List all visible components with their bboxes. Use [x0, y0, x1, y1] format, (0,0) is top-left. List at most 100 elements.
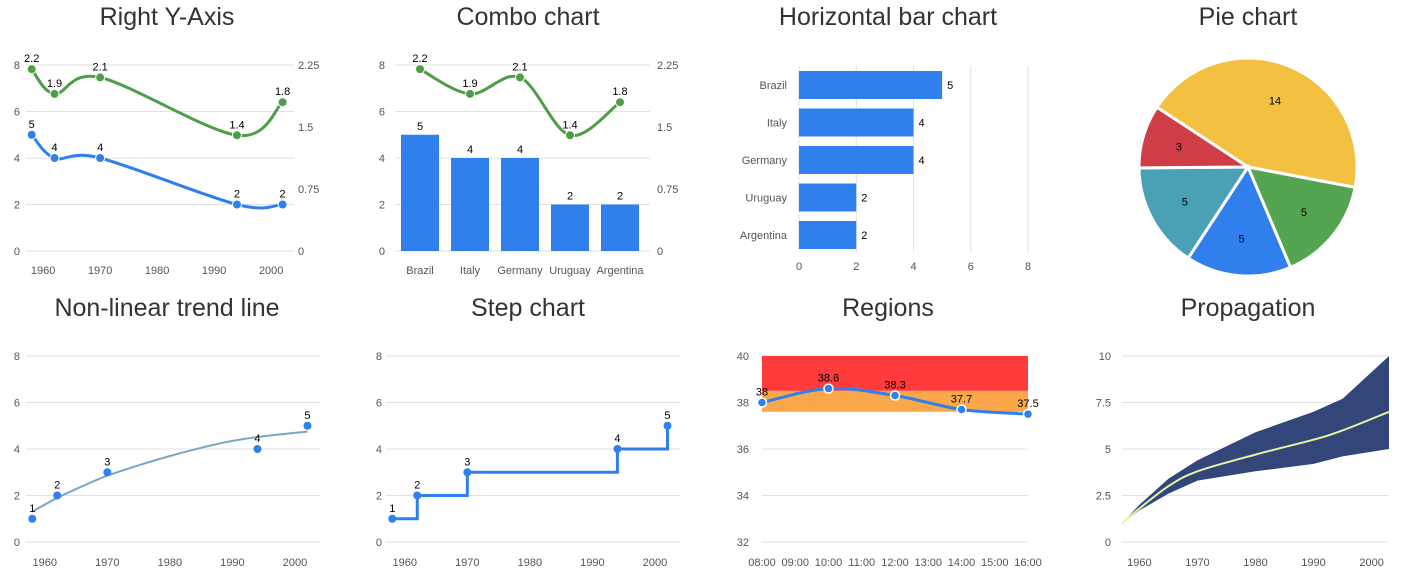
- regions-y-tick-label: 36: [737, 444, 749, 456]
- hbar-bar: [799, 146, 914, 174]
- hbar-bar: [799, 183, 857, 212]
- trend-line: [31, 430, 308, 513]
- hbar-bar: [799, 71, 943, 99]
- title-propagation: Propagation: [1181, 294, 1316, 322]
- regions-y-tick-label: 38: [737, 398, 749, 410]
- pie-slice-label: 3: [1176, 142, 1182, 154]
- propagation-x-tick-label: 2000: [1359, 557, 1383, 569]
- right-axis-data-label: 1.4: [229, 119, 244, 131]
- right-axis-point: [277, 199, 288, 210]
- chart-horizontal-bar: 0 2 4 6 8 5 Brazil 4 Italy 4 Germany 2 Uruguay 2 Argen…: [740, 66, 1031, 273]
- hbar-category-label: Uruguay: [745, 193, 787, 205]
- trend-x-tick-label: 1980: [158, 557, 182, 569]
- trend-x-tick-label: 1960: [33, 557, 57, 569]
- regions-x-tick-label: 10:00: [815, 557, 843, 569]
- combo-bar-label: 4: [467, 144, 473, 156]
- right-axis-data-label: 2: [234, 189, 240, 201]
- hbar-x-tick-label: 8: [1025, 261, 1031, 273]
- hbar-x-tick-label: 2: [853, 261, 859, 273]
- combo-category-label: Germany: [497, 265, 543, 277]
- combo-category-label: Brazil: [406, 265, 434, 277]
- regions-y-tick-label: 32: [737, 537, 749, 549]
- regions-point: [756, 397, 768, 408]
- right-axis-x-tick-label: 1960: [31, 265, 55, 277]
- trend-y-tick-label: 0: [14, 537, 20, 549]
- combo-category-label: Argentina: [596, 265, 644, 277]
- propagation-mean-line: [1121, 410, 1390, 525]
- combo-bar-label: 4: [517, 144, 523, 156]
- chart-right-y-axis: 0 2 4 6 8 0 0.75 1.5 2.25 1960 1970 1980 1990 2000 5 4 4…: [14, 53, 320, 277]
- step-point: [463, 468, 472, 477]
- trend-point: [53, 491, 62, 500]
- pie-slice-label: 5: [1301, 207, 1307, 219]
- propagation-y-tick-label: 7.5: [1096, 398, 1111, 410]
- regions-band: [762, 356, 1028, 391]
- step-y-tick-label: 4: [376, 444, 382, 456]
- propagation-y-tick-label: 10: [1099, 351, 1111, 363]
- step-y-tick-label: 0: [376, 537, 382, 549]
- step-x-tick-label: 2000: [643, 557, 667, 569]
- chart-regions: 32 34 36 38 40 08:00 09:00 10:00 11:00 12:00 13:00…: [737, 351, 1042, 569]
- hbar-bar: [799, 108, 914, 137]
- right-axis-data-label: 5: [29, 119, 35, 131]
- combo-bar: [401, 134, 439, 251]
- chart-propagation: 0 2.5 5 7.5 10 1960 1970 1980 1990 2000: [1096, 351, 1390, 569]
- title-non-linear-trend-line: Non-linear trend line: [54, 294, 279, 322]
- combo-y-tick-label: 2: [379, 200, 385, 212]
- regions-point-label: 38: [756, 387, 768, 399]
- hbar-bar-label: 5: [947, 80, 953, 92]
- right-axis-x-tick-label: 1970: [88, 265, 112, 277]
- trend-y-tick-label: 4: [14, 444, 20, 456]
- combo-y2-tick-label: 0: [657, 246, 663, 258]
- right-axis-data-label: 4: [51, 142, 57, 154]
- combo-bar: [451, 158, 489, 251]
- right-axis-y-tick-label: 4: [14, 153, 20, 165]
- regions-point-label: 38.3: [884, 380, 905, 392]
- regions-point-label: 37.7: [951, 393, 972, 405]
- pie-slice: [1154, 56, 1359, 190]
- step-x-tick-label: 1990: [580, 557, 604, 569]
- right-axis-y2-tick-label: 0.75: [298, 184, 319, 196]
- right-axis-point: [231, 199, 242, 210]
- pie-slice: [1186, 163, 1293, 278]
- right-axis-x-tick-label: 2000: [259, 265, 283, 277]
- combo-line-label: 2.2: [412, 53, 427, 65]
- combo-y2-tick-label: 2.25: [657, 60, 678, 72]
- right-axis-y-tick-label: 6: [14, 107, 20, 119]
- propagation-y-tick-label: 0: [1105, 537, 1111, 549]
- title-horizontal-bar-chart: Horizontal bar chart: [779, 3, 997, 31]
- title-pie-chart: Pie chart: [1199, 3, 1298, 31]
- right-axis-x-tick-label: 1980: [145, 265, 169, 277]
- right-axis-data-label: 4: [97, 142, 103, 154]
- right-axis-series-line: [30, 133, 283, 210]
- pie-slice-label: 14: [1269, 95, 1281, 107]
- combo-y-tick-label: 4: [379, 153, 385, 165]
- hbar-bar-label: 4: [919, 118, 925, 130]
- step-y-tick-label: 6: [376, 398, 382, 410]
- combo-line-label: 1.9: [462, 78, 477, 90]
- hbar-category-label: Brazil: [759, 80, 787, 92]
- combo-line-label: 2.1: [512, 61, 527, 73]
- step-point-label: 5: [664, 410, 670, 422]
- right-axis-data-label: 2.1: [92, 61, 107, 73]
- trend-y-tick-label: 6: [14, 398, 20, 410]
- hbar-x-tick-label: 6: [968, 261, 974, 273]
- propagation-band: [1122, 356, 1389, 524]
- regions-point: [956, 404, 967, 415]
- right-axis-point: [49, 153, 60, 163]
- combo-line-point: [515, 72, 525, 83]
- combo-line-point: [615, 97, 625, 108]
- combo-bar: [501, 158, 539, 251]
- combo-bar: [601, 204, 639, 251]
- regions-point: [1022, 408, 1034, 420]
- step-point-label: 1: [389, 503, 395, 515]
- right-axis-point: [231, 130, 242, 141]
- hbar-bar-label: 2: [861, 193, 867, 205]
- step-point-label: 4: [614, 433, 620, 445]
- hbar-category-label: Argentina: [740, 230, 788, 242]
- right-axis-point: [95, 153, 106, 163]
- right-axis-x-tick-label: 1990: [202, 265, 226, 277]
- right-axis-point: [49, 88, 60, 99]
